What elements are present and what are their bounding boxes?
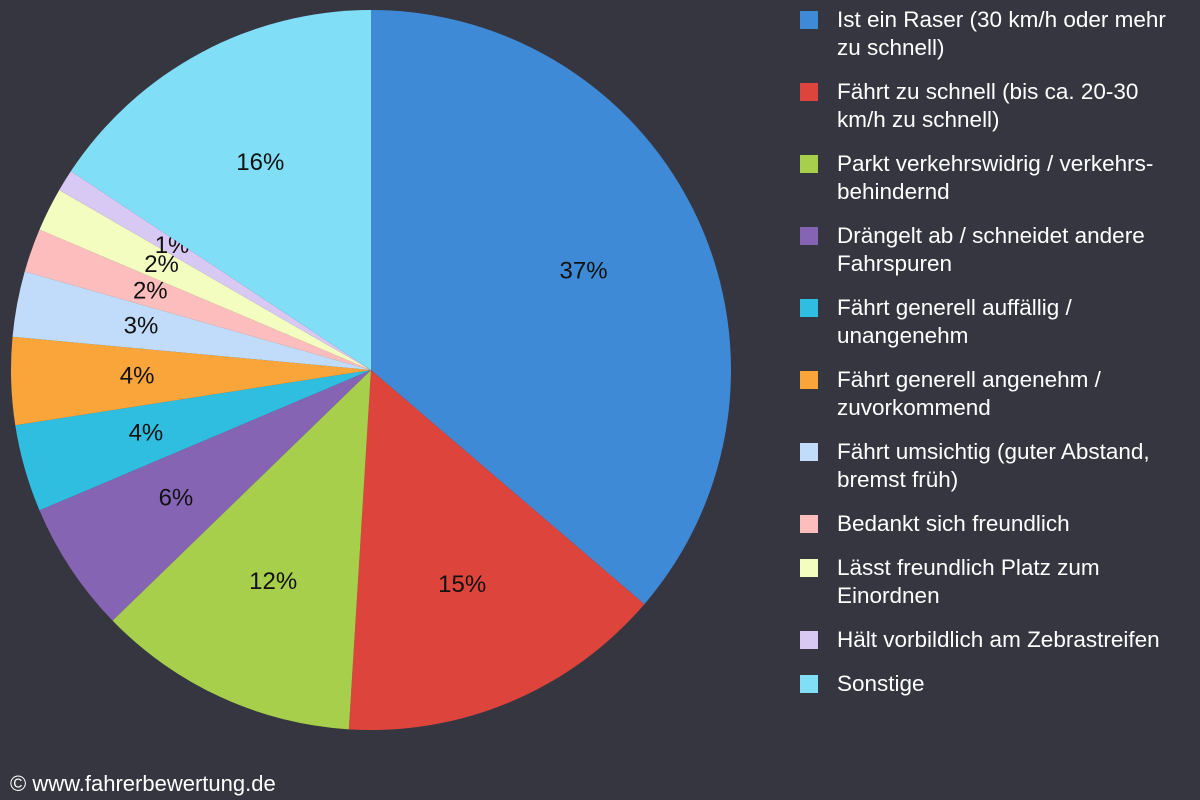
legend-item: Parkt verkehrswidrig / verkehrs-behinder… — [800, 150, 1187, 206]
legend-label: Fährt umsichtig (guter Abstand, bremst f… — [837, 439, 1150, 492]
copyright: © www.fahrerbewertung.de — [10, 771, 276, 796]
slice-label: 6% — [159, 485, 194, 512]
pie-slice — [70, 10, 372, 370]
legend-item: Sonstige — [800, 670, 1187, 698]
legend-label: Ist ein Raser (30 km/h oder mehr zu schn… — [837, 7, 1166, 60]
pie-slice — [59, 171, 371, 370]
legend-label: Hält vorbildlich am Zebrastreifen — [837, 627, 1160, 652]
legend-item: Fährt umsichtig (guter Abstand, bremst f… — [800, 438, 1187, 494]
legend-swatch — [800, 227, 818, 245]
legend-label: Bedankt sich freundlich — [837, 511, 1070, 536]
legend-item: Fährt zu schnell (bis ca. 20-30 km/h zu … — [800, 78, 1187, 134]
legend-swatch — [800, 11, 818, 29]
legend-label: Lässt freundlich Platz zum Einordnen — [837, 555, 1100, 608]
legend-item: Hält vorbildlich am Zebrastreifen — [800, 626, 1187, 654]
slice-label: 2% — [133, 278, 168, 305]
slice-label: 4% — [129, 419, 164, 446]
legend-item: Fährt generell auffällig / unangenehm — [800, 294, 1187, 350]
legend-item: Bedankt sich freundlich — [800, 510, 1187, 538]
legend-swatch — [800, 299, 818, 317]
legend-swatch — [800, 515, 818, 533]
pie-slice — [112, 370, 372, 730]
pie-slice — [15, 370, 371, 511]
slice-label: 4% — [120, 363, 155, 390]
slice-label: 3% — [124, 312, 159, 339]
legend-swatch — [800, 631, 818, 649]
pie-chart: 37%15%12%6%4%4%3%2%2%1%16% — [11, 10, 731, 730]
slice-label: 16% — [236, 149, 284, 176]
legend: Ist ein Raser (30 km/h oder mehr zu schn… — [800, 6, 1187, 698]
legend-label: Parkt verkehrswidrig / verkehrs-behinder… — [837, 151, 1154, 204]
legend-item: Lässt freundlich Platz zum Einordnen — [800, 554, 1187, 610]
legend-swatch — [800, 371, 818, 389]
slice-label: 15% — [438, 571, 486, 598]
slice-label: 12% — [249, 568, 297, 595]
pie-slice — [39, 370, 372, 621]
pie-slice — [348, 370, 645, 730]
legend-item: Drängelt ab / schneidet andere Fahrspure… — [800, 222, 1187, 278]
legend-label: Fährt generell angenehm / zuvorkommend — [837, 367, 1101, 420]
legend-item: Ist ein Raser (30 km/h oder mehr zu schn… — [800, 6, 1187, 62]
legend-swatch — [800, 155, 818, 173]
legend-label: Fährt zu schnell (bis ca. 20-30 km/h zu … — [837, 79, 1139, 132]
legend-swatch — [800, 443, 818, 461]
legend-swatch — [800, 83, 818, 101]
legend-label: Drängelt ab / schneidet andere Fahrspure… — [837, 223, 1145, 276]
legend-swatch — [800, 559, 818, 577]
pie-slice — [24, 229, 372, 370]
slice-label: 37% — [560, 258, 608, 285]
legend-label: Sonstige — [837, 671, 925, 696]
pie-slice — [371, 10, 731, 605]
legend-label: Fährt generell auffällig / unangenehm — [837, 295, 1072, 348]
pie-slice — [39, 190, 372, 370]
legend-swatch — [800, 675, 818, 693]
pie-slice — [11, 336, 372, 426]
pie-slice — [12, 271, 371, 370]
legend-item: Fährt generell angenehm / zuvorkommend — [800, 366, 1187, 422]
